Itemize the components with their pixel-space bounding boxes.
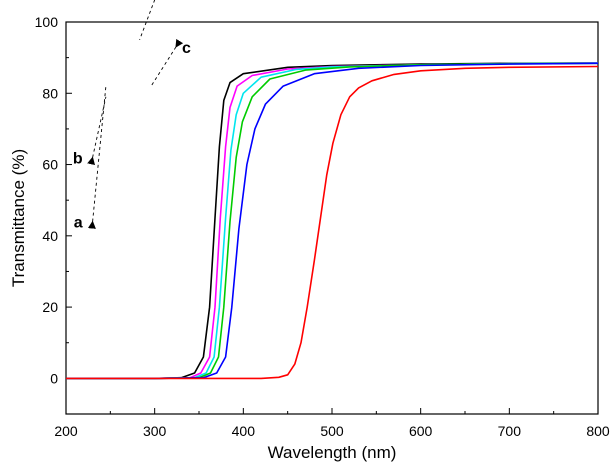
x-tick-label: 500: [320, 423, 344, 439]
series-line-e: [66, 62, 599, 380]
y-tick-label: 40: [42, 228, 58, 244]
y-tick-label: 80: [42, 85, 58, 101]
series-line-pmda-oda: [66, 65, 599, 380]
annotation-label: b: [73, 150, 83, 167]
plot-frame: [65, 21, 599, 415]
series-line-d: [66, 62, 599, 380]
x-tick-label: 800: [586, 423, 610, 439]
series-line-c: [66, 62, 599, 380]
y-tick-label: 20: [42, 299, 58, 315]
x-tick-label: 300: [143, 423, 167, 439]
plot-area: 200300400500600700800020406080100abcdePM…: [35, 0, 610, 439]
annotation-arrow: [150, 38, 184, 87]
annotation-arrow: [87, 86, 107, 229]
y-axis-label: Transmittance (%): [9, 149, 28, 287]
annotation-arrow: [139, 0, 156, 40]
y-tick-label: 0: [50, 370, 58, 386]
annotation-label: c: [182, 40, 191, 57]
x-tick-label: 400: [232, 423, 256, 439]
x-tick-label: 600: [409, 423, 433, 439]
x-tick-label: 200: [54, 423, 78, 439]
x-axis-label: Wavelength (nm): [268, 443, 397, 462]
annotation-arrow: [87, 96, 107, 166]
x-tick-label: 700: [498, 423, 522, 439]
series-line-b: [66, 62, 599, 380]
y-tick-label: 100: [35, 14, 59, 30]
annotation-label: a: [74, 215, 83, 232]
y-tick-label: 60: [42, 157, 58, 173]
series-line-a: [66, 62, 599, 380]
